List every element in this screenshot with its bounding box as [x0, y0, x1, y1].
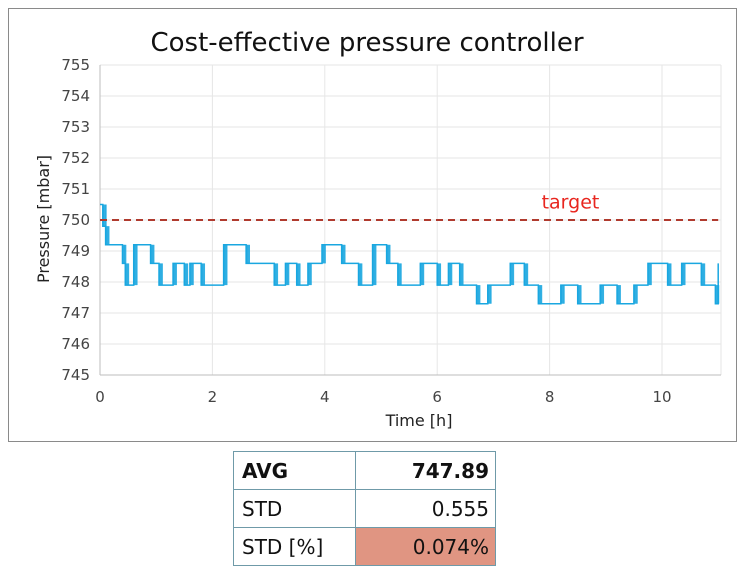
- series-layer: [100, 203, 720, 305]
- y-tick-label: 753: [61, 118, 90, 136]
- grid-layer: [100, 64, 722, 376]
- y-tick-label: 748: [61, 273, 90, 291]
- stats-label: STD: [233, 489, 356, 528]
- y-axis-label: Pressure [mbar]: [34, 155, 53, 283]
- stats-table: AVG 747.89 STD 0.555 STD [%] 0.074%: [233, 451, 496, 566]
- x-tick-label: 6: [432, 388, 442, 406]
- tick-layer: 745 746 747 748 749 750 751 752 753 754 755 0 2 4 6 8 10: [61, 56, 671, 406]
- x-tick-label: 4: [320, 388, 330, 406]
- stats-label: AVG: [233, 451, 356, 490]
- y-tick-label: 747: [61, 304, 90, 322]
- x-tick-label: 10: [652, 388, 671, 406]
- y-tick-label: 752: [61, 149, 90, 167]
- x-tick-label: 0: [95, 388, 105, 406]
- stats-value: 747.89: [355, 451, 496, 490]
- pressure-chart: Cost-effective pressure controller 74574…: [34, 28, 722, 430]
- x-axis-label: Time [h]: [385, 411, 453, 430]
- x-tick-label: 8: [545, 388, 555, 406]
- stats-value: 0.074%: [355, 527, 496, 566]
- y-tick-label: 749: [61, 242, 90, 260]
- chart-title: Cost-effective pressure controller: [150, 28, 583, 58]
- y-tick-label: 755: [61, 56, 90, 74]
- y-tick-label: 745: [61, 366, 90, 384]
- stats-label: STD [%]: [233, 527, 356, 566]
- y-tick-label: 751: [61, 180, 90, 198]
- stats-value: 0.555: [355, 489, 496, 528]
- stats-row: STD [%] 0.074%: [233, 527, 496, 566]
- chart-frame: Cost-effective pressure controller 745 74…: [8, 8, 737, 442]
- stats-row: AVG 747.89: [233, 451, 496, 490]
- x-tick-label: 2: [208, 388, 218, 406]
- pressure-noise-group: [102, 204, 720, 304]
- stats-row: STD 0.555: [233, 489, 496, 528]
- y-tick-label: 754: [61, 87, 90, 105]
- target-annotation: target: [542, 192, 600, 214]
- y-tick-label: 750: [61, 211, 90, 229]
- y-tick-label: 746: [61, 335, 90, 353]
- pressure-series-line: [100, 203, 719, 305]
